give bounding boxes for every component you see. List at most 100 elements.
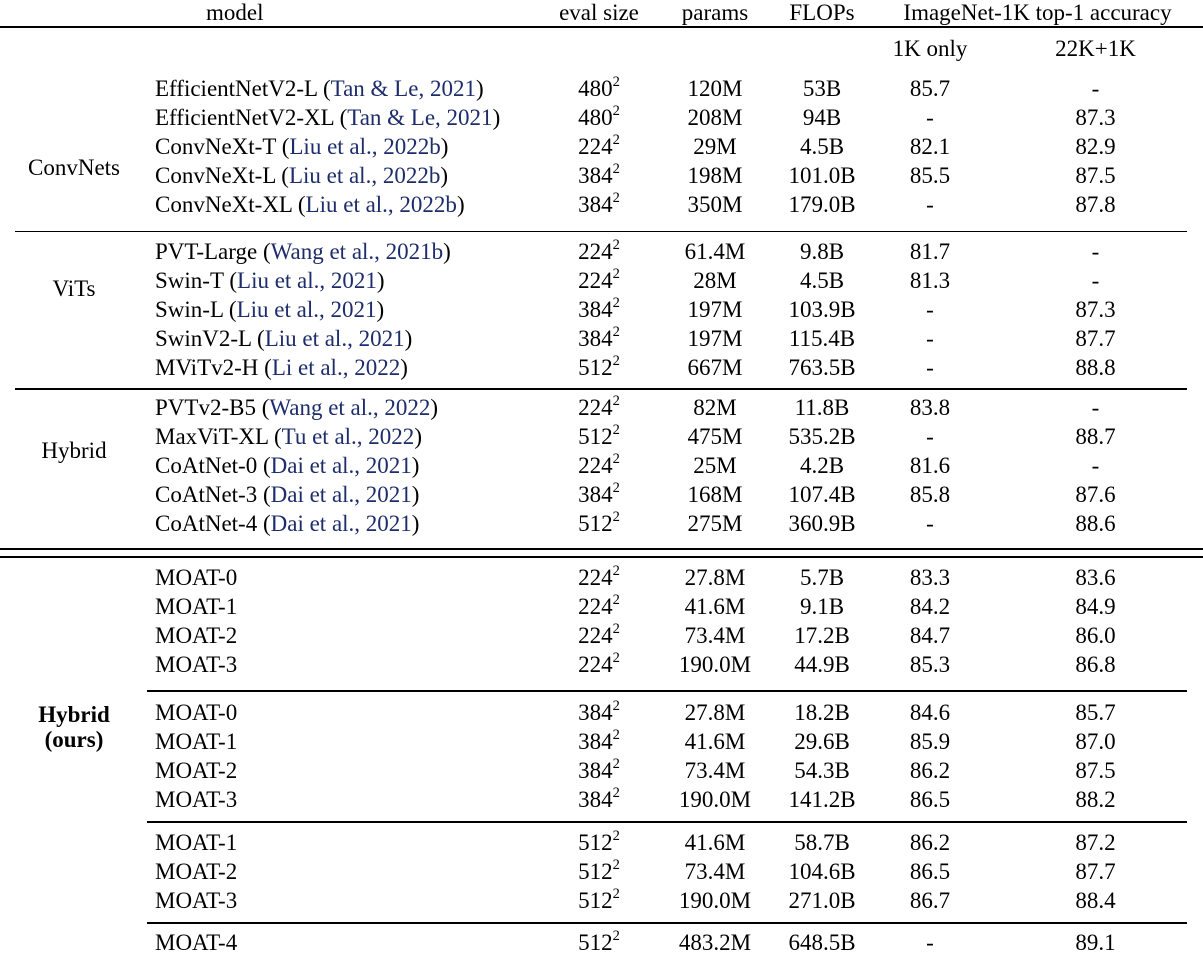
cell-model: MOAT-0 xyxy=(148,563,540,592)
model-name: CoAtNet-0 xyxy=(155,453,258,478)
horizontal-rule xyxy=(147,922,1188,924)
eval-size-exponent: 2 xyxy=(612,650,620,667)
cell-model: EfficientNetV2-XL (Tan & Le, 2021) xyxy=(148,103,540,132)
cell-flops: 5.7B xyxy=(799,565,845,590)
table-row: PVTv2-B5 (Wang et al., 2022) 2242 82M 11.8B… xyxy=(0,393,1203,422)
cell-acc-1k: - xyxy=(926,192,934,217)
cell-acc-1k: 81.3 xyxy=(909,268,951,293)
eval-size-base: 512 xyxy=(578,511,613,536)
cell-acc-22k: - xyxy=(1091,395,1100,420)
cell-acc-1k: 84.7 xyxy=(909,623,951,648)
cell-group-spacer xyxy=(0,621,148,650)
col-header-model: model xyxy=(148,0,540,28)
table-row: ConvNeXt-L (Liu et al., 2022b) 3842 198M 10… xyxy=(0,161,1203,190)
cell-acc-22k: 88.6 xyxy=(1075,511,1116,536)
cell-eval-size: 5122 xyxy=(540,509,658,538)
cell-model: MOAT-3 xyxy=(148,785,540,814)
cell-params: 208M xyxy=(687,105,743,130)
eval-size-exponent: 2 xyxy=(612,785,620,802)
citation-paren-open: ( xyxy=(292,192,306,217)
table-row: MOAT-2 3842 73.4M 54.3B 86.2 87.5 xyxy=(0,756,1203,785)
cell-acc-1k: 86.5 xyxy=(909,859,951,884)
col-header-params: params xyxy=(658,0,772,28)
citation-paren-close: ) xyxy=(430,395,439,420)
cell-flops: 104.6B xyxy=(788,859,856,884)
table-row: SwinV2-L (Liu et al., 2021) 3842 197M 115.4… xyxy=(0,324,1203,353)
cell-acc-1k: 85.5 xyxy=(909,163,951,188)
eval-size-base: 480 xyxy=(578,105,613,130)
cell-model: EfficientNetV2-L (Tan & Le, 2021) xyxy=(148,74,540,103)
eval-size-exponent: 2 xyxy=(612,422,620,439)
citation-paren-open: ( xyxy=(223,268,238,293)
citation: Dai et al., 2021 xyxy=(270,511,412,536)
cell-eval-size: 2242 xyxy=(540,132,658,161)
eval-size-base: 224 xyxy=(578,395,613,420)
cell-model: MOAT-0 xyxy=(148,698,540,727)
eval-size-exponent: 2 xyxy=(612,103,620,120)
eval-size-exponent: 2 xyxy=(612,237,620,254)
cell-group-spacer xyxy=(0,103,148,132)
eval-size-base: 224 xyxy=(578,134,613,159)
cell-model: ConvNeXt-T (Liu et al., 2022b) xyxy=(148,132,540,161)
citation-paren-close: ) xyxy=(411,482,420,507)
table-row: EfficientNetV2-L (Tan & Le, 2021) 4802 120… xyxy=(0,74,1203,103)
eval-size-base: 224 xyxy=(578,623,613,648)
table-row: MaxViT-XL (Tu et al., 2022) 5122 475M 535.2… xyxy=(0,422,1203,451)
cell-params: 28M xyxy=(693,268,737,293)
cell-acc-22k: 86.8 xyxy=(1075,652,1116,677)
citation: Liu et al., 2021 xyxy=(237,268,377,293)
group-label-hybrid-ours-line1: Hybrid xyxy=(38,702,110,727)
section-divider xyxy=(0,219,1203,237)
model-name: CoAtNet-3 xyxy=(155,482,258,507)
cell-group-spacer xyxy=(0,480,148,509)
cell-flops: 17.2B xyxy=(794,623,850,648)
cell-group-spacer xyxy=(0,886,148,915)
cell-acc-22k: - xyxy=(1091,76,1100,101)
eval-size-base: 512 xyxy=(578,424,613,449)
cell-acc-22k: 88.7 xyxy=(1075,424,1116,449)
citation: Tan & Le, 2021 xyxy=(330,76,476,101)
cell-eval-size: 2242 xyxy=(540,650,658,679)
section-divider xyxy=(0,538,1203,563)
cell-params: 350M xyxy=(687,192,743,217)
cell-acc-22k: 86.0 xyxy=(1075,623,1116,648)
citation-paren-open: ( xyxy=(258,355,272,380)
cell-params: 197M xyxy=(687,326,743,351)
section-divider xyxy=(0,382,1203,393)
eval-size-base: 384 xyxy=(578,326,613,351)
cell-acc-22k: 87.3 xyxy=(1075,105,1116,130)
cell-eval-size: 3842 xyxy=(540,756,658,785)
eval-size-exponent: 2 xyxy=(612,509,620,526)
cell-group-spacer xyxy=(0,237,148,266)
cell-model: MaxViT-XL (Tu et al., 2022) xyxy=(148,422,540,451)
cell-eval-size: 2242 xyxy=(540,237,658,266)
cell-group-spacer xyxy=(0,353,148,382)
cell-group-spacer xyxy=(0,324,148,353)
table-row: MOAT-3 2242 190.0M 44.9B 85.3 86.8 xyxy=(0,650,1203,679)
citation-paren-open: ( xyxy=(268,424,282,449)
cell-eval-size: 3842 xyxy=(540,727,658,756)
table-body: EfficientNetV2-L (Tan & Le, 2021) 4802 120… xyxy=(0,74,1203,955)
eval-size-base: 224 xyxy=(578,652,613,677)
group-label-vits: ViTs xyxy=(52,276,96,301)
cell-group-spacer xyxy=(0,756,148,785)
cell-acc-1k: 85.3 xyxy=(909,652,951,677)
cell-acc-1k: - xyxy=(926,424,934,449)
cell-params: 41.6M xyxy=(684,830,746,855)
cell-eval-size: 3842 xyxy=(540,161,658,190)
citation-paren-close: ) xyxy=(411,511,420,536)
section-divider xyxy=(0,814,1203,828)
eval-size-exponent: 2 xyxy=(612,828,620,845)
cell-flops: 4.5B xyxy=(799,268,845,293)
col-header-1k-only: 1K only xyxy=(892,36,968,61)
citation-paren-close: ) xyxy=(376,268,385,293)
cell-params: 190.0M xyxy=(678,888,752,913)
cell-model: MOAT-3 xyxy=(148,650,540,679)
cell-eval-size: 4802 xyxy=(540,74,658,103)
group-label-convnets: ConvNets xyxy=(28,155,120,180)
eval-size-base: 224 xyxy=(578,268,613,293)
citation-paren-close: ) xyxy=(492,105,501,130)
cell-group-spacer xyxy=(0,393,148,422)
model-name: PVT-Large xyxy=(155,239,258,264)
